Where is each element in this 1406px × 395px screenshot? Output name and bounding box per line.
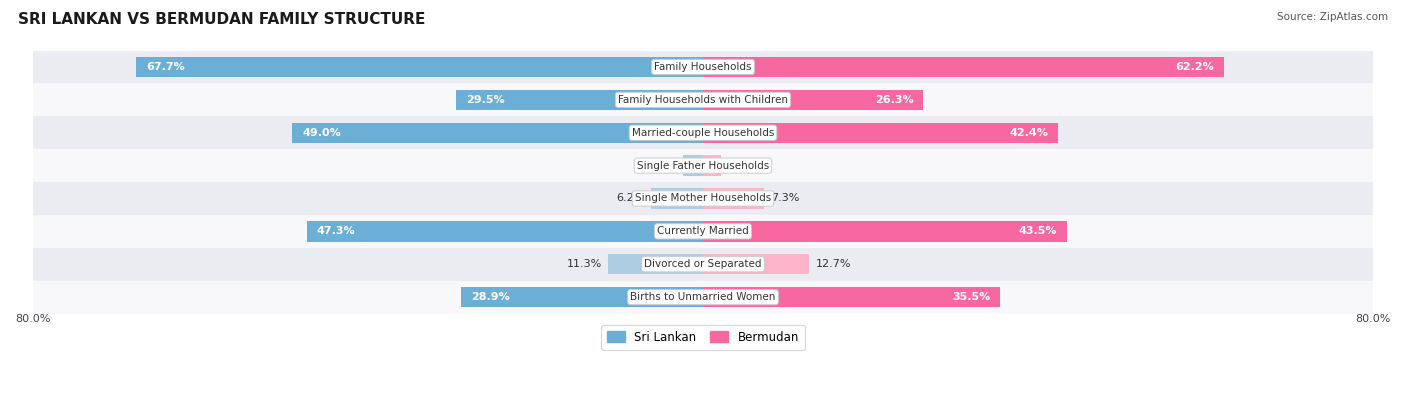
Bar [136,57,703,77]
Text: 11.3%: 11.3% [567,259,602,269]
Bar [307,221,703,242]
Bar [292,122,703,143]
Bar [651,188,703,209]
Bar [703,57,1225,77]
Text: 2.4%: 2.4% [648,161,676,171]
Text: 49.0%: 49.0% [302,128,342,138]
Text: 12.7%: 12.7% [815,259,852,269]
Text: 67.7%: 67.7% [146,62,184,72]
Bar [32,281,1374,314]
Bar [609,254,703,275]
Bar [32,116,1374,149]
Bar [703,221,1067,242]
Text: 29.5%: 29.5% [465,95,505,105]
Text: Single Father Households: Single Father Households [637,161,769,171]
Text: Currently Married: Currently Married [657,226,749,236]
Text: 47.3%: 47.3% [316,226,356,236]
Bar [32,215,1374,248]
Text: Births to Unmarried Women: Births to Unmarried Women [630,292,776,302]
Text: Source: ZipAtlas.com: Source: ZipAtlas.com [1277,12,1388,22]
Legend: Sri Lankan, Bermudan: Sri Lankan, Bermudan [602,325,804,350]
Text: Married-couple Households: Married-couple Households [631,128,775,138]
Bar [703,90,924,110]
Bar [32,83,1374,116]
Text: SRI LANKAN VS BERMUDAN FAMILY STRUCTURE: SRI LANKAN VS BERMUDAN FAMILY STRUCTURE [18,12,426,27]
Text: 28.9%: 28.9% [471,292,509,302]
Text: Single Mother Households: Single Mother Households [636,194,770,203]
Bar [32,51,1374,83]
Bar [703,122,1059,143]
Bar [703,188,765,209]
Text: 80.0%: 80.0% [15,314,51,324]
Text: 2.1%: 2.1% [727,161,755,171]
Text: 42.4%: 42.4% [1010,128,1049,138]
Bar [703,287,1001,307]
Text: 62.2%: 62.2% [1175,62,1215,72]
Text: 7.3%: 7.3% [770,194,799,203]
Text: 6.2%: 6.2% [616,194,644,203]
Bar [32,182,1374,215]
Bar [32,248,1374,281]
Text: 26.3%: 26.3% [875,95,914,105]
Bar [703,254,810,275]
Text: Family Households with Children: Family Households with Children [619,95,787,105]
Bar [456,90,703,110]
Bar [461,287,703,307]
Text: 35.5%: 35.5% [952,292,990,302]
Text: Divorced or Separated: Divorced or Separated [644,259,762,269]
Bar [32,149,1374,182]
Text: 43.5%: 43.5% [1019,226,1057,236]
Text: 80.0%: 80.0% [1355,314,1391,324]
Text: Family Households: Family Households [654,62,752,72]
Bar [703,155,721,176]
Bar [683,155,703,176]
